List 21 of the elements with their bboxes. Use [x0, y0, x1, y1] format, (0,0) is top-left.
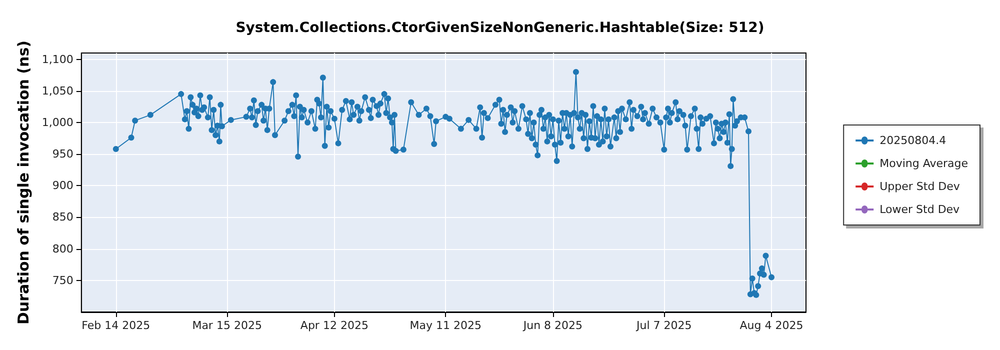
x-tick-label: Feb 14 2025: [82, 319, 150, 332]
x-tick-label: May 11 2025: [410, 319, 482, 332]
legend-label: Upper Std Dev: [880, 180, 960, 193]
y-tick-label: 1,100: [42, 52, 74, 66]
x-tick-label: Apr 12 2025: [300, 319, 368, 332]
chart-title: System.Collections.CtorGivenSizeNonGeneric.Hashtable(Size: 512): [236, 20, 764, 36]
legend-label: Lower Std Dev: [880, 203, 960, 216]
legend-label: 20250804.4: [880, 134, 946, 147]
y-tick-label: 850: [52, 210, 74, 224]
y-tick-label: 1,050: [42, 84, 74, 98]
x-tick-label: Mar 15 2025: [192, 319, 262, 332]
y-tick-label: 900: [52, 179, 74, 192]
x-tick-label: Jul 7 2025: [636, 319, 692, 332]
y-tick-label: 750: [52, 274, 74, 287]
y-tick-label: 800: [52, 242, 74, 256]
x-tick-label: Jun 8 2025: [522, 319, 583, 332]
x-tick-label: Aug 4 2025: [740, 319, 804, 332]
y-axis-title: Duration of single invocation (ns): [14, 40, 32, 324]
y-tick-label: 1,000: [42, 116, 74, 129]
legend-label: Moving Average: [880, 157, 968, 170]
y-tick-label: 950: [52, 148, 74, 161]
